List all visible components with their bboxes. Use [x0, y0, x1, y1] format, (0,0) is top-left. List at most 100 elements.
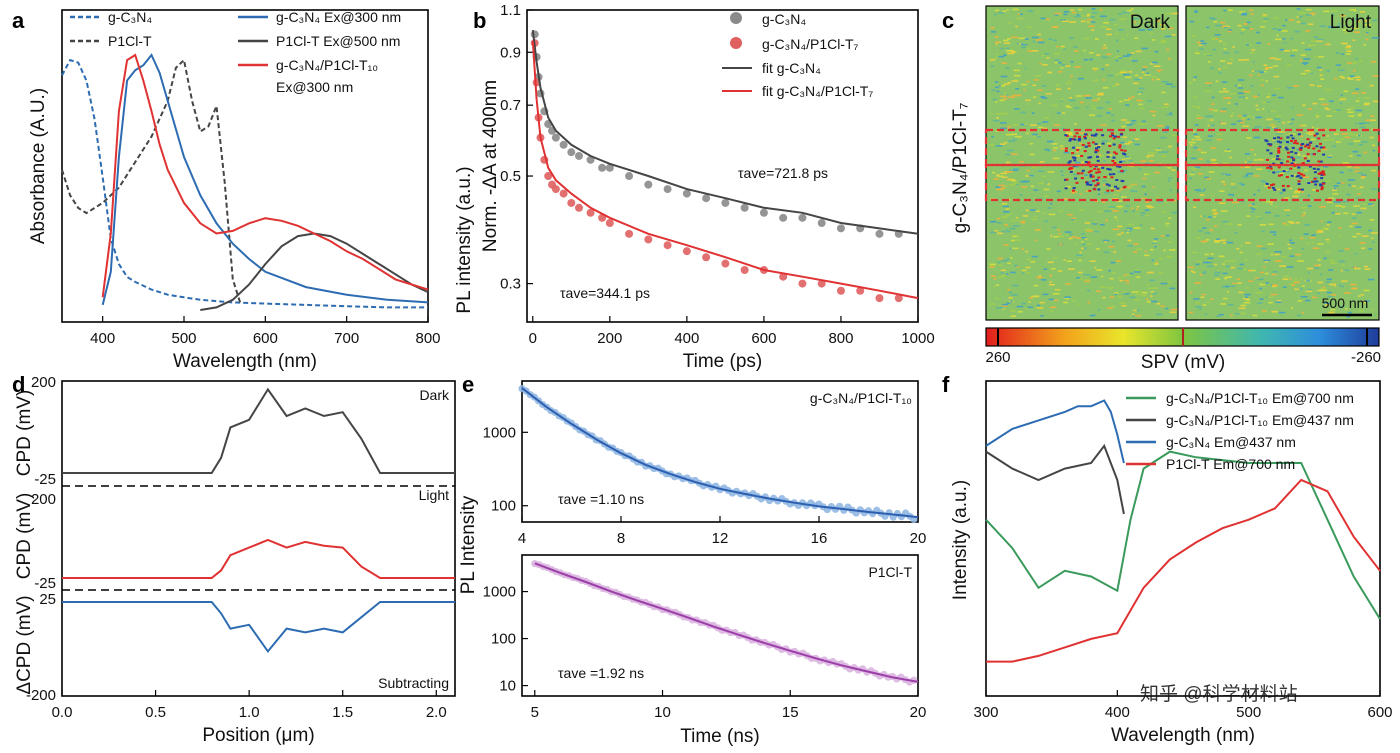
panel-c-speckle	[1008, 22, 1012, 24]
panel-c-speckle	[1221, 81, 1228, 83]
panel-c-speckle	[1305, 290, 1313, 292]
panel-c-speckle	[1272, 271, 1278, 273]
panel-c-speckle	[1316, 231, 1324, 233]
panel-c-speckle	[1155, 149, 1162, 151]
panel-c-speckle	[1058, 13, 1062, 16]
panel-c-hotspot	[1264, 139, 1268, 142]
panel-c-speckle	[1297, 260, 1304, 262]
panel-c-speckle	[1372, 100, 1379, 103]
panel-c-hotspot	[1285, 176, 1289, 178]
panel-c-speckle	[1049, 281, 1052, 283]
panel-c-speckle	[1092, 79, 1099, 82]
panel-c-speckle	[1064, 231, 1072, 233]
panel-b-y-axis-label: Norm. -ΔA at 400nm	[480, 80, 501, 252]
panel-c-speckle	[1071, 236, 1077, 238]
panel-c-hotspot	[1107, 184, 1111, 187]
panel-c-speckle	[1212, 48, 1216, 51]
panel-c-speckle	[1216, 138, 1223, 141]
panel-c-speckle	[1143, 66, 1148, 68]
panel-c-speckle	[1122, 136, 1127, 138]
panel-c-speckle	[1010, 294, 1018, 296]
panel-c-hotspot	[1114, 185, 1117, 188]
panel-c-hotspot	[1087, 171, 1091, 174]
panel-c-speckle	[989, 266, 995, 268]
panel-c-speckle	[1108, 207, 1114, 210]
panel-c-speckle	[1054, 12, 1062, 15]
panel-c-speckle	[1096, 290, 1102, 293]
panel-b-letter: b	[473, 8, 486, 33]
panel-c-speckle	[1365, 38, 1369, 41]
panel-c-hotspot	[1073, 156, 1077, 159]
panel-c-speckle	[1365, 119, 1371, 122]
panel-c-speckle	[1075, 161, 1081, 164]
panel-c-speckle	[1141, 197, 1147, 200]
panel-c-speckle	[1302, 176, 1310, 178]
panel-c-hotspot	[1279, 137, 1283, 140]
panel-c-speckle	[1115, 83, 1120, 86]
panel-c-hotspot	[1068, 139, 1072, 142]
panel-c-speckle	[1349, 9, 1357, 11]
panel-c-speckle	[1302, 155, 1306, 157]
panel-c-speckle	[1102, 201, 1106, 203]
panel-a-x-tick-label: 700	[334, 330, 359, 347]
panel-c-hotspot	[1303, 157, 1307, 160]
panel-c-speckle	[1011, 51, 1017, 53]
panel-c-speckle	[1333, 110, 1337, 113]
panel-c-speckle	[1209, 17, 1215, 19]
panel-c-speckle	[1235, 232, 1238, 234]
panel-c-hotspot	[1089, 175, 1093, 178]
panel-f-letter: f	[942, 372, 950, 397]
panel-c-speckle	[1117, 207, 1122, 209]
panel-c-speckle	[1353, 166, 1360, 169]
panel-c-speckle	[1243, 297, 1249, 300]
panel-c-speckle	[1220, 110, 1226, 113]
panel-c-speckle	[1363, 122, 1370, 124]
panel-c-speckle	[1065, 65, 1071, 67]
panel-c-hotspot	[1265, 182, 1269, 185]
panel-c-speckle	[1310, 40, 1318, 43]
panel-c-speckle	[995, 101, 998, 103]
panel-c-speckle	[1000, 172, 1007, 175]
panel-c-speckle	[1050, 310, 1053, 312]
panel-c-speckle	[1097, 185, 1102, 188]
panel-b-legend-label: fit g-C₃N₄	[762, 60, 821, 76]
panel-c-speckle	[1065, 186, 1071, 188]
panel-c-hotspot	[1285, 148, 1289, 151]
panel-c-hotspot	[1091, 175, 1095, 178]
panel-c-speckle	[1123, 279, 1129, 282]
panel-c-speckle	[1264, 185, 1268, 187]
panel-c-speckle	[1290, 307, 1294, 309]
panel-c-speckle	[1074, 15, 1081, 18]
panel-c-speckle	[1083, 94, 1091, 97]
panel-c-speckle	[1134, 78, 1141, 81]
panel-c-speckle	[1188, 141, 1196, 144]
panel-c-speckle	[1261, 84, 1264, 87]
panel-c-speckle	[1000, 272, 1005, 274]
panel-c-speckle	[1214, 241, 1220, 243]
panel-c-speckle	[1320, 289, 1325, 292]
panel-e-fit-line	[521, 387, 919, 519]
panel-c-speckle	[1052, 257, 1058, 259]
panel-c-speckle	[1028, 301, 1031, 303]
panel-c-speckle	[1304, 48, 1312, 51]
panel-c-hotspot	[1295, 175, 1299, 178]
panel-c-speckle	[1239, 121, 1245, 124]
panel-c-speckle	[1195, 302, 1200, 304]
panel-c-hotspot	[1080, 177, 1084, 180]
panel-c-speckle	[1114, 292, 1119, 294]
panel-c-speckle	[1199, 48, 1204, 50]
panel-c-speckle	[1031, 36, 1039, 39]
panel-c-speckle	[1096, 107, 1104, 109]
panel-c-speckle	[1147, 100, 1152, 102]
panel-c-speckle	[1032, 96, 1037, 98]
panel-a-series-line	[61, 58, 428, 309]
panel-c-speckle	[1124, 142, 1131, 145]
panel-c-speckle	[1029, 143, 1033, 145]
panel-c-speckle	[1002, 39, 1009, 42]
panel-c-speckle	[1126, 33, 1129, 36]
panel-c-speckle	[1012, 124, 1019, 126]
panel-c-speckle	[1004, 185, 1008, 188]
panel-c-speckle	[1237, 120, 1243, 122]
panel-c-speckle	[1086, 18, 1092, 21]
panel-c-speckle	[1070, 75, 1073, 78]
